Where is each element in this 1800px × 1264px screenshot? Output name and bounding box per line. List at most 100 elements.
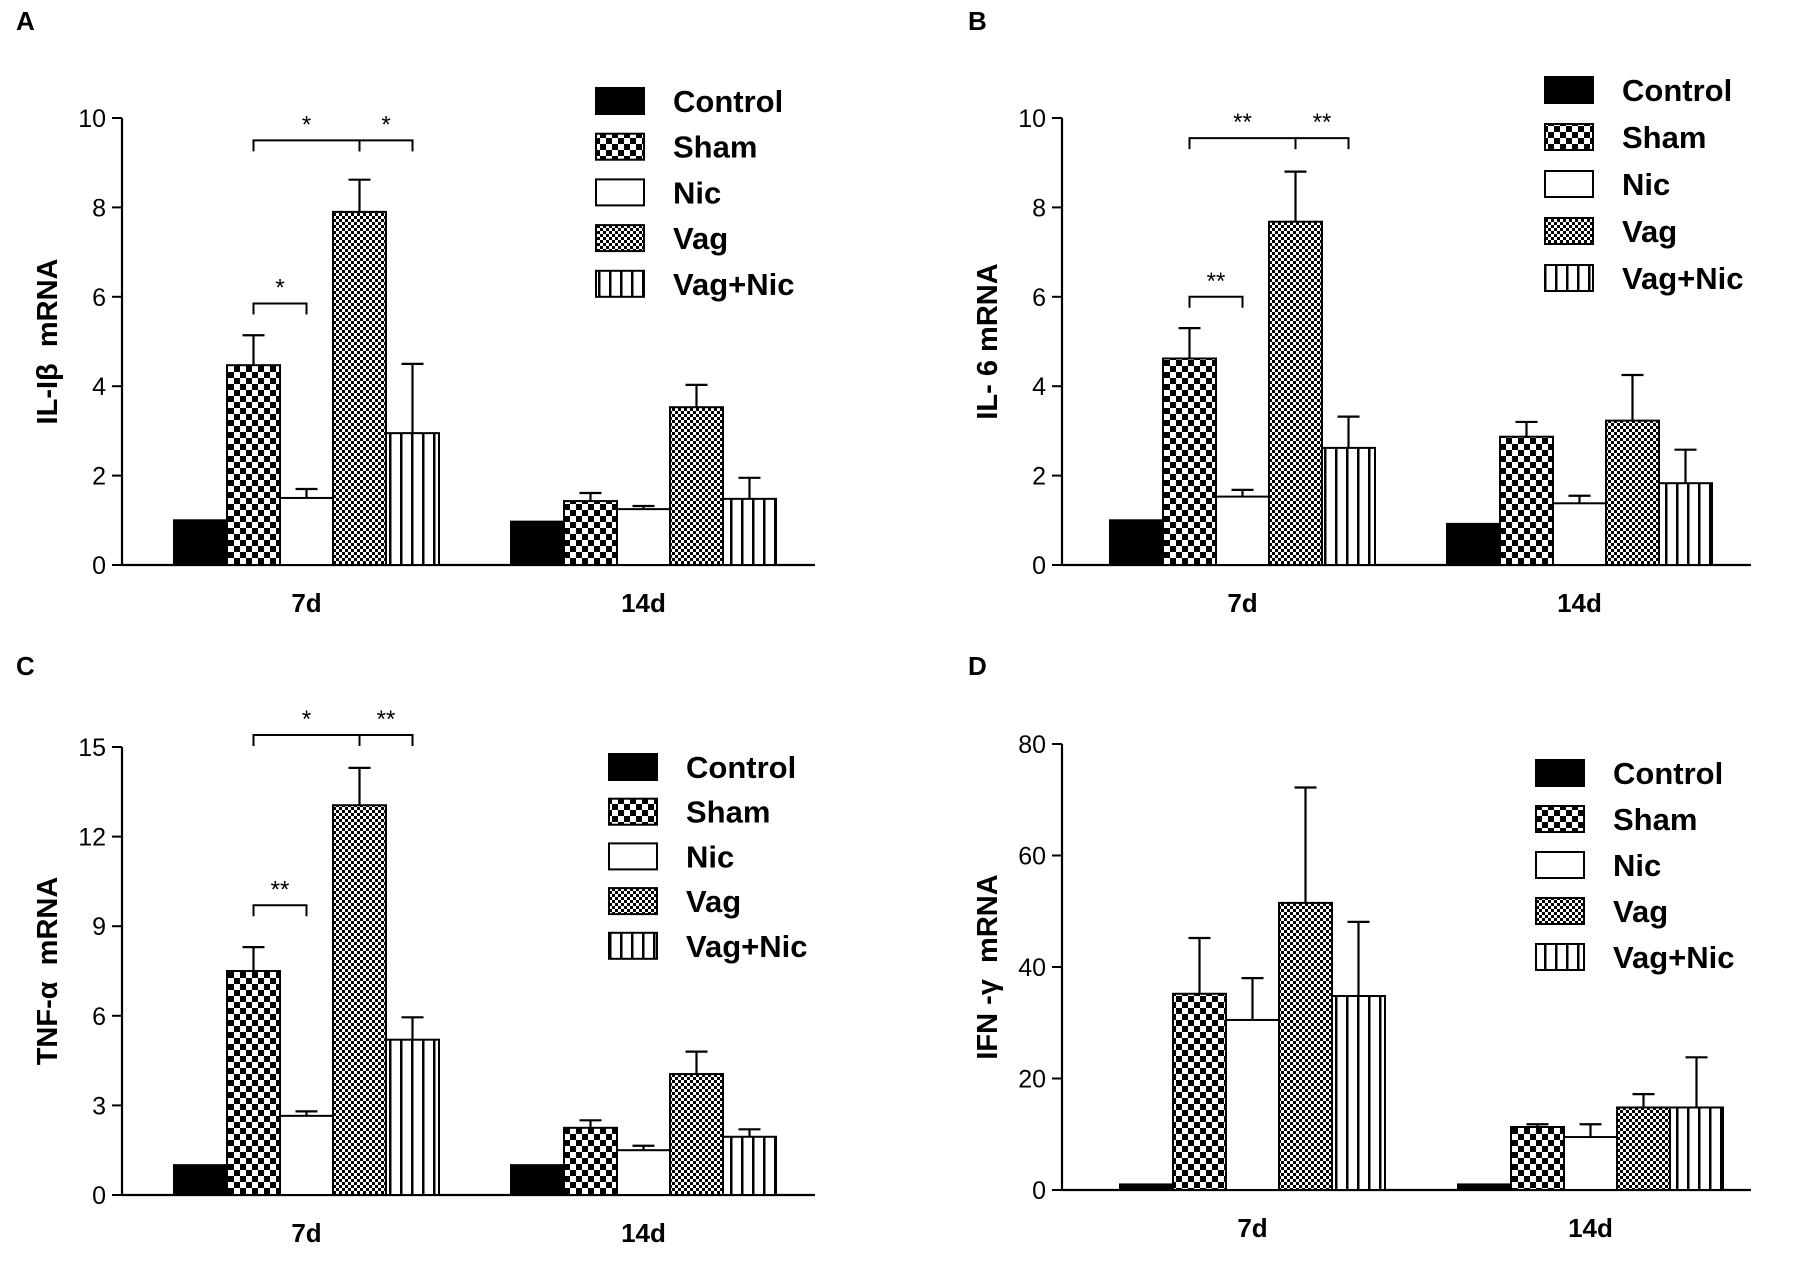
significance-label: * (302, 111, 311, 138)
panel-d: D 0 20 40 60 80 IFN -γ mRNA 7d 14d Control Sham Nic… (968, 651, 1751, 1243)
bar-vag-nic-7d (385, 432, 440, 567)
y-tick-label: 6 (92, 1003, 106, 1031)
y-tick-label: 40 (1018, 954, 1046, 982)
legend-label: Nic (686, 839, 734, 874)
legend-swatch-vag-nic (608, 931, 658, 960)
y-tick-label: 15 (78, 734, 106, 762)
legend-swatch-nic (608, 842, 658, 871)
panel-b: B 0 2 4 6 8 10 IL- 6 mRNA 7d 14d ** ** ** Control Sham… (968, 6, 1751, 618)
bar-nic-14d (616, 508, 671, 566)
y-tick-label: 0 (92, 552, 106, 580)
legend-swatch-vag-nic (1544, 264, 1594, 292)
legend-label: Vag+Nic (1613, 940, 1735, 975)
bar-control-7d (1109, 519, 1164, 566)
legend-label: Vag+Nic (686, 929, 808, 964)
y-tick-label: 9 (92, 913, 106, 941)
legend-swatch-sham (1535, 805, 1585, 833)
bar-sham-7d (1162, 357, 1217, 566)
bar-vag-7d (1278, 901, 1333, 1191)
panel-letter: A (16, 6, 35, 36)
legend-swatch-nic (1535, 851, 1585, 879)
bar-vag-nic-7d (1321, 446, 1376, 566)
legend-label: Control (673, 84, 783, 119)
bar-vag-nic-14d (1669, 1106, 1724, 1191)
significance-label: * (302, 706, 311, 733)
y-tick-label: 6 (92, 284, 106, 312)
legend-swatch-vag-nic (1535, 943, 1585, 971)
bar-nic-14d (1563, 1136, 1618, 1191)
bar-vag-14d (669, 1073, 724, 1197)
y-tick-label: 12 (78, 824, 106, 852)
y-tick-label: 8 (92, 194, 106, 222)
bar-control-14d (1446, 522, 1501, 566)
legend: Control Sham Nic Vag Vag+Nic (608, 750, 808, 964)
bar-sham-14d (1499, 435, 1554, 566)
significance-label: ** (377, 706, 396, 733)
bar-nic-14d (616, 1149, 671, 1196)
y-tick-label: 80 (1018, 731, 1046, 759)
bar-sham-7d (226, 970, 281, 1196)
y-tick-label: 10 (1018, 105, 1046, 133)
bar-nic-7d (279, 1114, 334, 1197)
significance-label: * (381, 111, 390, 138)
bar-vag-nic-14d (1658, 482, 1713, 567)
legend-label: Vag+Nic (673, 267, 795, 302)
legend-swatch-vag-nic (595, 269, 645, 298)
y-tick-label: 4 (1032, 373, 1046, 401)
panel-letter: C (16, 651, 35, 681)
significance-label: * (275, 275, 284, 302)
legend-label: Sham (686, 795, 770, 830)
legend-label: Vag (673, 221, 728, 256)
bar-nic-7d (1225, 1018, 1280, 1192)
panel-letter: B (968, 6, 987, 36)
x-category-label: 7d (291, 1218, 321, 1248)
legend-label: Vag (1613, 894, 1668, 929)
bar-vag-14d (1616, 1106, 1671, 1191)
y-axis-title: IL-Iβ mRNA (32, 258, 64, 424)
y-axis-title: IL- 6 mRNA (972, 263, 1004, 419)
bar-sham-7d (226, 364, 281, 567)
legend: Control Sham Nic Vag Vag+Nic (595, 84, 795, 302)
x-category-label: 7d (1227, 588, 1257, 618)
bar-nic-7d (279, 496, 334, 567)
bar-control-7d (1119, 1183, 1174, 1192)
legend-label: Sham (673, 130, 757, 165)
x-category-label: 14d (621, 588, 666, 618)
bar-vag-14d (669, 406, 724, 567)
y-tick-label: 4 (92, 373, 106, 401)
significance-bracket (1188, 137, 1297, 150)
legend-label: Nic (673, 175, 721, 210)
significance-bracket (358, 139, 414, 152)
legend-swatch-control (595, 87, 645, 115)
legend-label: Control (1622, 73, 1732, 108)
legend-swatch-control (1544, 76, 1594, 104)
significance-bracket (252, 302, 308, 315)
y-axis-title: IFN -γ mRNA (972, 874, 1004, 1059)
bar-sham-14d (1510, 1126, 1565, 1191)
significance-label: ** (271, 876, 290, 903)
legend-swatch-control (1535, 759, 1585, 787)
legend: Control Sham Nic Vag Vag+Nic (1544, 73, 1744, 296)
legend-label: Vag+Nic (1622, 261, 1744, 296)
panel-letter: D (968, 651, 987, 681)
bar-vag-7d (332, 804, 387, 1196)
bar-vag-14d (1605, 419, 1660, 566)
bar-vag-nic-14d (722, 1135, 777, 1197)
x-category-label: 14d (1568, 1213, 1613, 1243)
significance-bracket (252, 904, 308, 917)
y-tick-label: 10 (78, 105, 106, 133)
bar-control-14d (510, 1164, 565, 1196)
legend-swatch-nic (1544, 170, 1594, 198)
bar-sham-14d (563, 1126, 618, 1197)
legend-swatch-vag (595, 224, 645, 253)
legend-swatch-vag (1544, 217, 1594, 245)
bar-control-7d (173, 1164, 228, 1196)
legend-swatch-sham (608, 797, 658, 826)
significance-bracket (1188, 295, 1244, 308)
legend-label: Vag (686, 884, 741, 919)
y-tick-label: 2 (1032, 463, 1046, 491)
bar-vag-nic-7d (385, 1038, 440, 1197)
significance-bracket (252, 734, 361, 747)
bar-sham-7d (1172, 992, 1227, 1192)
y-tick-label: 0 (92, 1182, 106, 1210)
